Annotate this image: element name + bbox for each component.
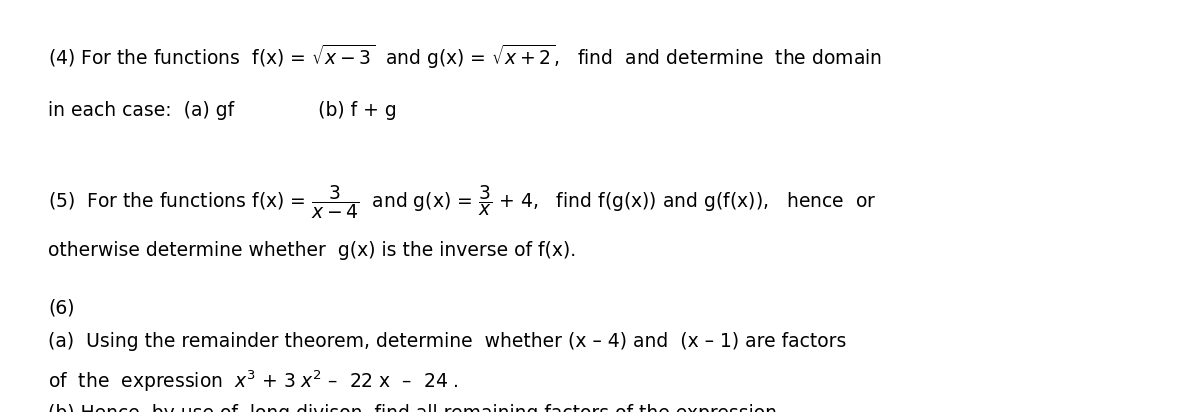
Text: (b) Hence, by use of  long divison, find all remaining factors of the expression: (b) Hence, by use of long divison, find …: [48, 404, 782, 412]
Text: (a)  Using the remainder theorem, determine  whether (x – 4) and  (x – 1) are fa: (a) Using the remainder theorem, determi…: [48, 332, 846, 351]
Text: (4) For the functions  f(x) = $\sqrt{x-3}$  and g(x) = $\sqrt{x+2}$,   find  and: (4) For the functions f(x) = $\sqrt{x-3}…: [48, 43, 882, 71]
Text: (5)  For the functions f(x) = $\dfrac{3}{x-4}$  and g(x) = $\dfrac{3}{x}$ + 4,  : (5) For the functions f(x) = $\dfrac{3}{…: [48, 183, 876, 221]
Text: otherwise determine whether  g(x) is the inverse of f(x).: otherwise determine whether g(x) is the …: [48, 241, 576, 260]
Text: (6): (6): [48, 299, 74, 318]
Text: in each case:  (a) gf              (b) f + g: in each case: (a) gf (b) f + g: [48, 101, 397, 120]
Text: of  the  expression  $x^3$ + 3 $x^2$ –  22 x  –  24 .: of the expression $x^3$ + 3 $x^2$ – 22 x…: [48, 369, 458, 394]
